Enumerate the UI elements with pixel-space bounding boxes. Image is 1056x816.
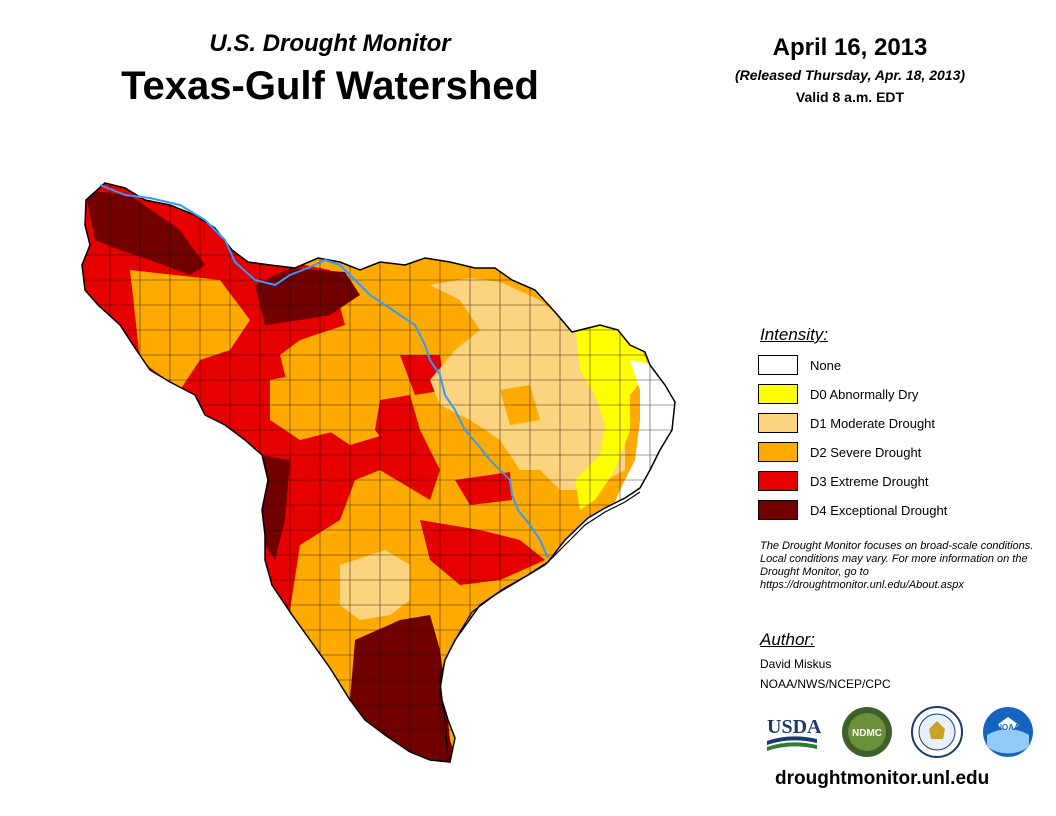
legend-heading: Intensity: — [760, 325, 829, 344]
legend-swatch — [758, 355, 798, 375]
usda-logo: USDA — [767, 716, 822, 751]
author-org: NOAA/NWS/NCEP/CPC — [760, 677, 891, 691]
legend-item-d1: D1 Moderate Drought — [758, 412, 935, 434]
author-name: David Miskus — [760, 657, 832, 671]
legend-label: D1 Moderate Drought — [810, 415, 936, 431]
noaa-logo: NOAA — [983, 707, 1033, 757]
legend-item-d2: D2 Severe Drought — [758, 441, 921, 463]
map-title: Texas-Gulf Watershed — [121, 64, 539, 108]
legend-swatch — [758, 500, 798, 520]
legend-swatch — [758, 442, 798, 462]
drought-map — [81, 182, 676, 763]
valid-time: Valid 8 a.m. EDT — [795, 89, 905, 105]
author-heading: Author: — [760, 630, 815, 649]
legend-item-none: None — [758, 354, 841, 376]
d2-east-pocket — [500, 385, 580, 530]
legend-swatch — [758, 413, 798, 433]
legend-label: D2 Severe Drought — [810, 444, 922, 460]
legend-swatch — [758, 384, 798, 404]
svg-text:NOAA: NOAA — [996, 723, 1020, 732]
legend-label: D3 Extreme Drought — [810, 473, 929, 489]
map-supertitle: U.S. Drought Monitor — [209, 30, 451, 57]
d4-north — [85, 190, 205, 275]
legend-label: D0 Abnormally Dry — [810, 386, 919, 402]
d0-east — [575, 320, 650, 510]
d3-central-cores — [375, 355, 545, 585]
coastline — [439, 491, 641, 761]
legend-swatch — [758, 471, 798, 491]
agency-logos: USDA NDMC NOAA — [767, 706, 1033, 758]
ndmc-logo: NDMC — [842, 707, 892, 757]
legend-item-d3: D3 Extreme Drought — [758, 470, 929, 492]
d4-central-north — [255, 268, 360, 325]
legend-label: None — [810, 357, 842, 373]
red-river — [99, 184, 549, 559]
legend-item-d4: D4 Exceptional Drought — [758, 499, 947, 521]
site-url[interactable]: droughtmonitor.unl.edu — [775, 768, 990, 789]
svg-text:NDMC: NDMC — [852, 728, 882, 739]
map-date: April 16, 2013 — [772, 34, 928, 61]
svg-text:USDA: USDA — [767, 716, 822, 738]
d1-east — [430, 278, 625, 490]
release-note: (Released Thursday, Apr. 18, 2013) — [734, 67, 966, 83]
disclaimer-note: The Drought Monitor focuses on broad-sca… — [760, 540, 1034, 591]
d1-south — [340, 550, 410, 620]
legend-item-d0: D0 Abnormally Dry — [758, 383, 918, 405]
legend-label: D4 Exceptional Drought — [810, 502, 948, 518]
commerce-seal-logo — [911, 706, 963, 758]
